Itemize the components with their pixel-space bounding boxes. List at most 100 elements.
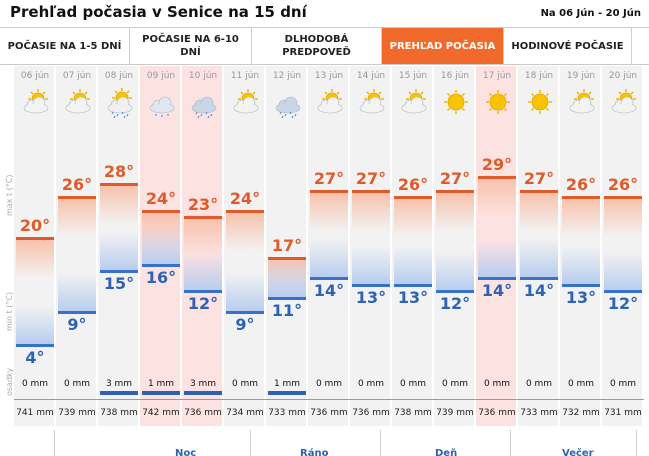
max-temp-bar — [100, 182, 138, 186]
min-temp: 15° — [103, 274, 135, 294]
max-temp: 27° — [355, 168, 387, 188]
precipitation-value: 0 mm — [357, 379, 385, 389]
tab-forecast-6-10[interactable]: POČASIE NA 6-10 DNÍ — [130, 28, 252, 64]
day-column[interactable]: 14 jún 27° 13° 0 mm 736 mm — [350, 66, 392, 426]
precipitation-bar — [100, 391, 138, 395]
tab-label: POČASIE NA 6-10 DNÍ — [142, 34, 239, 58]
day-date: 16 jún — [440, 71, 470, 81]
pressure-value: 738 mm — [100, 408, 138, 418]
divider — [560, 399, 602, 400]
precipitation-value: 3 mm — [105, 379, 133, 389]
axis-label-precip: osadky — [5, 367, 14, 396]
min-temp-gradient — [520, 238, 558, 277]
day-date: 19 jún — [566, 71, 596, 81]
min-temp: 12° — [607, 294, 639, 314]
tab-label: PREHĽAD POČASIA — [389, 40, 496, 52]
max-temp-bar — [310, 189, 348, 193]
day-date: 15 jún — [398, 71, 428, 81]
max-temp: 27° — [313, 168, 345, 188]
day-column[interactable]: 07 jún 26° 9° 0 mm 739 mm — [56, 66, 98, 426]
min-temp: 12° — [439, 294, 471, 314]
pressure-value: 741 mm — [16, 408, 54, 418]
max-temp-gradient — [184, 219, 222, 258]
max-temp-bar — [520, 189, 558, 193]
day-part-day[interactable]: Deň — [435, 448, 458, 456]
day-date: 20 jún — [608, 71, 638, 81]
min-temp-bar — [352, 283, 390, 287]
divider — [98, 399, 140, 400]
max-temp: 20° — [19, 215, 51, 235]
divider — [434, 399, 476, 400]
min-temp-gradient — [100, 232, 138, 271]
partly-cloudy-sun-icon — [65, 89, 91, 114]
day-column[interactable]: 13 jún 27° 14° 0 mm 736 mm — [308, 66, 350, 426]
day-column[interactable]: 17 jún 29° 14° 0 mm 736 mm — [476, 66, 518, 426]
precipitation-value: 3 mm — [189, 379, 217, 389]
min-temp-bar — [436, 290, 474, 294]
tab-overview[interactable]: PREHĽAD POČASIA — [382, 28, 504, 64]
divider — [518, 399, 560, 400]
day-column[interactable]: 06 jún 20° 4° 0 mm 741 mm — [14, 66, 56, 426]
pressure-value: 739 mm — [58, 408, 96, 418]
max-temp: 26° — [61, 175, 93, 195]
max-temp: 27° — [523, 168, 555, 188]
day-date: 14 jún — [356, 71, 386, 81]
precipitation-bar — [184, 391, 222, 395]
pressure-value: 731 mm — [604, 408, 642, 418]
min-temp: 16° — [145, 267, 177, 287]
day-column[interactable]: 16 jún 27° 12° 0 mm 739 mm — [434, 66, 476, 426]
tab-forecast-1-5[interactable]: POČASIE NA 1-5 DNÍ — [0, 28, 130, 64]
max-temp-bar — [604, 196, 642, 200]
day-column[interactable]: 20 jún 26° 12° 0 mm 731 mm — [602, 66, 644, 426]
day-column[interactable]: 12 jún 17° 11° 1 mm 733 mm — [266, 66, 308, 426]
day-column[interactable]: 19 jún 26° 13° 0 mm 732 mm — [560, 66, 602, 426]
divider — [602, 399, 644, 400]
max-temp-gradient — [58, 199, 96, 238]
day-part-evening[interactable]: Večer — [562, 448, 594, 456]
day-column[interactable]: 15 jún 26° 13° 0 mm 738 mm — [392, 66, 434, 426]
min-temp-gradient — [478, 238, 516, 277]
day-date: 09 jún — [146, 71, 176, 81]
max-temp-bar — [394, 196, 432, 200]
min-temp-bar — [310, 276, 348, 280]
day-date: 11 jún — [230, 71, 260, 81]
max-temp: 26° — [397, 175, 429, 195]
min-temp-gradient — [58, 272, 96, 311]
precipitation-bar — [142, 391, 180, 395]
tab-long-term[interactable]: DLHODOBÁ PREDPOVEĎ — [252, 28, 382, 64]
precipitation-value: 0 mm — [315, 379, 343, 389]
divider — [250, 430, 251, 456]
day-date: 06 jún — [20, 71, 50, 81]
min-temp-gradient — [352, 245, 390, 284]
min-temp: 14° — [481, 280, 513, 300]
max-temp-bar — [226, 209, 264, 213]
precipitation-value: 0 mm — [63, 379, 91, 389]
day-column[interactable]: 11 jún 24° 9° 0 mm 734 mm — [224, 66, 266, 426]
min-temp-gradient — [436, 252, 474, 291]
day-part-morning[interactable]: Ráno — [300, 448, 329, 456]
pressure-value: 738 mm — [394, 408, 432, 418]
min-temp-bar — [478, 276, 516, 280]
divider — [350, 399, 392, 400]
divider — [54, 430, 55, 456]
day-column[interactable]: 18 jún 27° 14° 0 mm 733 mm — [518, 66, 560, 426]
tab-hourly[interactable]: HODINOVÉ POČASIE — [504, 28, 632, 64]
day-column[interactable]: 10 jún 23° 12° 3 mm 736 mm — [182, 66, 224, 426]
day-date: 07 jún — [62, 71, 92, 81]
max-temp-bar — [184, 216, 222, 220]
divider — [380, 430, 381, 456]
day-date: 08 jún — [104, 71, 134, 81]
day-column[interactable]: 09 jún 24° 16° 1 mm 742 mm — [140, 66, 182, 426]
day-column[interactable]: 08 jún 28° 15° 3 mm 738 mm — [98, 66, 140, 426]
max-temp-bar — [562, 196, 600, 200]
day-part-night[interactable]: Noc — [175, 448, 197, 456]
page-header: Prehľad počasia v Senice na 15 dní Na 06… — [0, 0, 649, 27]
forecast-tabs: POČASIE NA 1-5 DNÍ POČASIE NA 6-10 DNÍ D… — [0, 27, 649, 65]
day-date: 18 jún — [524, 71, 554, 81]
min-temp-bar — [394, 283, 432, 287]
cloud-drizzle-icon — [149, 96, 175, 117]
pressure-value: 736 mm — [352, 408, 390, 418]
precipitation-value: 0 mm — [609, 379, 637, 389]
pressure-value: 736 mm — [184, 408, 222, 418]
day-date: 12 jún — [272, 71, 302, 81]
